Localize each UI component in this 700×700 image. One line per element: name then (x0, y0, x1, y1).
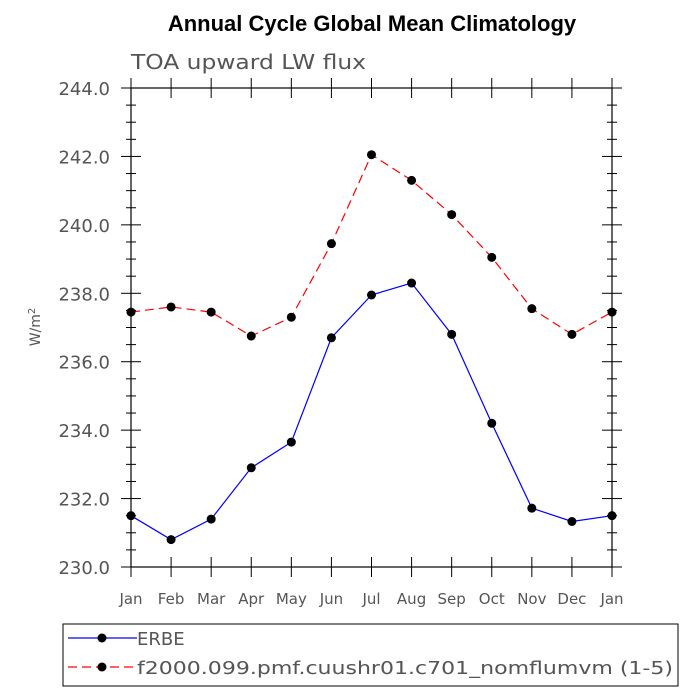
x-tick-label: Jun (319, 590, 343, 608)
data-point-series-1 (326, 239, 336, 249)
data-point-series-0 (447, 329, 457, 339)
data-point-series-1 (527, 304, 537, 314)
x-tick-label: Nov (517, 590, 546, 608)
x-tick-label: Aug (397, 590, 426, 608)
y-tick-label: 244.0 (58, 79, 110, 100)
y-tick-label: 238.0 (58, 284, 110, 305)
y-tick-label: 242.0 (58, 147, 110, 168)
x-tick-label: Jan (118, 590, 142, 608)
legend: ERBE f2000.099.pmf.cuushr01.c701_nomflum… (62, 623, 679, 687)
data-point-series-0 (527, 503, 537, 513)
data-point-series-0 (567, 516, 577, 526)
data-point-series-0 (166, 535, 176, 545)
data-point-series-1 (487, 252, 497, 262)
y-tick-label: 234.0 (58, 421, 110, 442)
y-axis-label-main: W/m (28, 314, 44, 346)
data-point-series-1 (567, 329, 577, 339)
x-tick-label: Oct (479, 590, 505, 608)
chart-title: Annual Cycle Global Mean Climatology (168, 11, 577, 36)
x-tick-labels: Jan Feb Mar Apr May Jun Jul Aug Sep Oct Nov Dec Jan (118, 590, 623, 608)
chart-subtitle: TOA upward LW flux (130, 50, 366, 74)
series-line-0 (130, 282, 613, 541)
markers-group (126, 150, 617, 545)
legend-label-model: f2000.099.pmf.cuushr01.c701_nomflumvm (1… (137, 658, 673, 679)
data-point-series-1 (407, 175, 417, 185)
series-line-1 (130, 153, 613, 337)
legend-marker-erbe (97, 633, 107, 643)
y-axis-label-superscript: 2 (27, 308, 38, 314)
y-tick-label: 240.0 (58, 216, 110, 237)
plot-frame (130, 87, 613, 568)
data-point-series-0 (206, 514, 216, 524)
y-tick-labels: 230.0 232.0 234.0 236.0 238.0 240.0 242.0 244.0 (58, 79, 110, 579)
data-point-series-1 (447, 210, 457, 220)
data-point-series-1 (206, 307, 216, 317)
y-axis-label: W/m2 (27, 308, 45, 347)
data-point-series-0 (407, 278, 417, 288)
data-point-series-0 (367, 290, 376, 300)
x-tick-label: Mar (197, 590, 226, 608)
data-point-series-0 (286, 437, 296, 447)
series-group (130, 153, 613, 541)
x-tick-label: Jul (361, 590, 380, 608)
data-point-series-1 (246, 331, 256, 341)
legend-box (62, 623, 679, 687)
data-point-series-0 (246, 463, 256, 473)
data-point-series-1 (367, 150, 376, 160)
y-tick-label: 236.0 (58, 353, 110, 374)
x-tick-label: May (276, 590, 307, 608)
y-tick-label: 230.0 (58, 558, 110, 579)
legend-marker-model (97, 662, 107, 672)
legend-label-erbe: ERBE (137, 629, 185, 650)
data-point-series-0 (487, 418, 497, 428)
x-tick-label: Apr (238, 590, 265, 608)
x-tick-label: Jan (599, 590, 623, 608)
x-tick-label: Dec (557, 590, 586, 608)
data-point-series-1 (286, 312, 296, 322)
data-point-series-0 (326, 333, 336, 343)
x-tick-label: Feb (158, 590, 185, 608)
data-point-series-1 (166, 302, 176, 312)
y-tick-label: 232.0 (58, 490, 110, 511)
x-tick-label: Sep (438, 590, 466, 608)
